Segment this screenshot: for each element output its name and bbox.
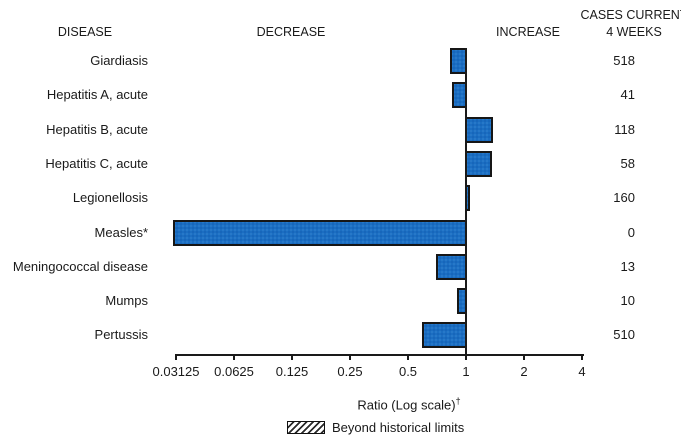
column-header-cases-line1: CASES CURRENT xyxy=(580,8,681,22)
ratio-bar xyxy=(465,117,493,143)
x-axis-tick xyxy=(233,354,235,360)
hatched-swatch-icon xyxy=(287,421,325,434)
x-axis-tick xyxy=(291,354,293,360)
disease-label: Giardiasis xyxy=(90,53,148,68)
column-header-disease: DISEASE xyxy=(57,25,113,39)
x-axis-tick-label: 0.25 xyxy=(337,364,363,379)
x-axis-tick-label: 1 xyxy=(462,364,470,379)
column-header-decrease: DECREASE xyxy=(256,25,326,39)
x-axis-tick-label: 2 xyxy=(520,364,528,379)
ratio-bar xyxy=(436,254,467,280)
x-axis-tick xyxy=(175,354,177,360)
x-axis-line xyxy=(175,354,584,356)
column-header-increase: INCREASE xyxy=(496,25,560,39)
disease-label: Hepatitis C, acute xyxy=(45,156,148,171)
x-axis-title-text: Ratio (Log scale) xyxy=(357,397,456,413)
ratio-bar xyxy=(173,220,467,246)
cases-value: 160 xyxy=(613,190,635,205)
x-axis-tick-label: 0.03125 xyxy=(152,364,200,379)
cases-value: 41 xyxy=(620,87,635,102)
x-axis-tick-label: 0.125 xyxy=(275,364,309,379)
baseline-ratio-1-line xyxy=(465,48,467,355)
x-axis-tick xyxy=(465,354,467,360)
x-axis-tick xyxy=(349,354,351,360)
disease-label: Hepatitis B, acute xyxy=(46,122,148,137)
cases-value: 510 xyxy=(613,327,635,342)
legend-label: Beyond historical limits xyxy=(332,420,465,435)
x-axis-tick xyxy=(407,354,409,360)
disease-label: Pertussis xyxy=(94,327,148,342)
x-axis-tick xyxy=(523,354,525,360)
column-header-cases-line2: 4 WEEKS xyxy=(606,25,662,39)
x-axis-tick-label: 0.0625 xyxy=(214,364,254,379)
cases-value: 0 xyxy=(627,225,635,240)
disease-label: Mumps xyxy=(105,293,148,308)
ratio-bar xyxy=(465,151,492,177)
legend: Beyond historical limits xyxy=(287,420,464,435)
x-axis-tick xyxy=(581,354,583,360)
cases-value: 58 xyxy=(620,156,635,171)
cases-value: 118 xyxy=(614,122,635,137)
disease-label: Legionellosis xyxy=(72,190,148,205)
disease-label: Hepatitis A, acute xyxy=(46,87,148,102)
disease-label: Measles* xyxy=(94,225,148,240)
x-axis-tick-label: 4 xyxy=(578,364,586,379)
x-axis-tick-label: 0.5 xyxy=(398,364,418,379)
x-axis-title: Ratio (Log scale)† xyxy=(357,396,460,412)
cases-value: 13 xyxy=(620,259,635,274)
cases-value: 518 xyxy=(613,53,635,68)
disease-label: Meningococcal disease xyxy=(12,259,148,274)
ratio-bar xyxy=(422,322,467,348)
cases-value: 10 xyxy=(620,293,635,308)
dagger-footnote-mark: † xyxy=(455,396,461,406)
